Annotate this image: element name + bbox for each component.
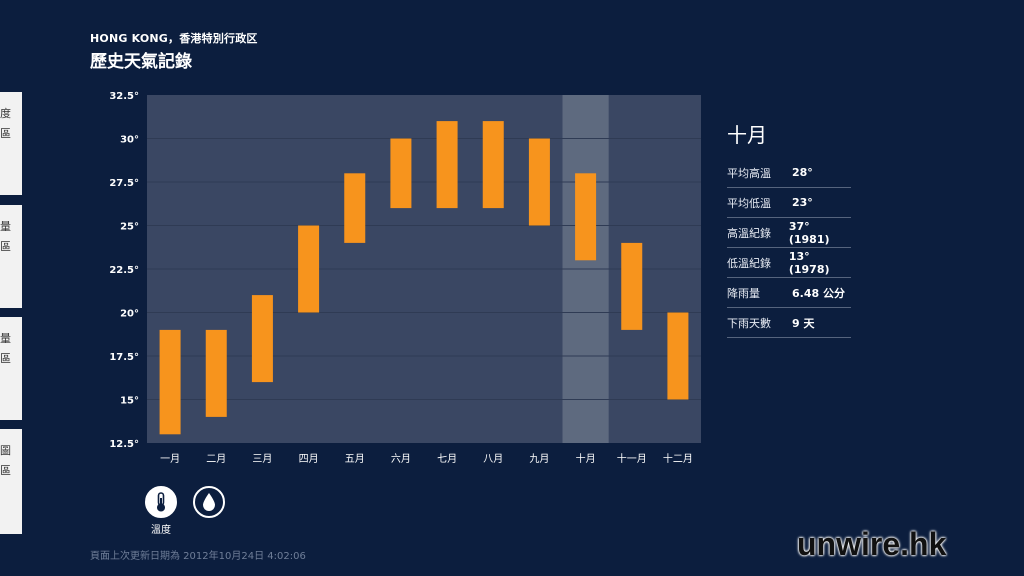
left-tile-3-text-2: 區 bbox=[0, 352, 11, 365]
stat-value: 9 天 bbox=[792, 316, 815, 330]
stat-row-avg-low: 平均低溫 23° bbox=[727, 188, 851, 218]
temperature-range-bar bbox=[205, 329, 227, 417]
watermark-logo: unwire.hk bbox=[797, 526, 947, 562]
x-tick-label: 八月 bbox=[483, 453, 503, 465]
left-tile-3-text-1: 量 bbox=[0, 332, 11, 345]
stat-label: 下雨天數 bbox=[727, 316, 771, 330]
y-tick-label: 12.5° bbox=[109, 439, 139, 450]
stat-value: 6.48 公分 bbox=[792, 286, 845, 300]
y-tick-label: 32.5° bbox=[109, 91, 139, 102]
stat-value: 28° bbox=[792, 166, 813, 179]
temperature-range-bar bbox=[667, 312, 689, 400]
stat-label: 降雨量 bbox=[727, 286, 760, 300]
last-updated-text: 頁面上次更新日期為 2012年10月24日 4:02:06 bbox=[90, 551, 306, 562]
y-tick-label: 30° bbox=[120, 135, 139, 146]
left-tile-3[interactable]: 量 區 bbox=[0, 317, 22, 420]
left-tile-1-text-2: 區 bbox=[0, 127, 11, 140]
detail-month-title: 十月 bbox=[727, 123, 767, 147]
stat-label: 平均低溫 bbox=[727, 196, 771, 210]
location-label: HONG KONG，香港特別行政区 bbox=[90, 32, 258, 45]
x-tick-label: 六月 bbox=[391, 453, 411, 465]
x-tick-label: 二月 bbox=[206, 453, 226, 465]
x-tick-label: 三月 bbox=[252, 453, 272, 465]
stat-label: 平均高溫 bbox=[727, 166, 771, 180]
stat-value: 23° bbox=[792, 196, 813, 209]
thermometer-icon bbox=[157, 492, 165, 512]
left-tile-4-text-1: 圖 bbox=[0, 444, 11, 457]
temperature-range-bar bbox=[344, 173, 366, 243]
x-tick-label: 七月 bbox=[437, 453, 457, 465]
stat-row-rain-days: 下雨天數 9 天 bbox=[727, 308, 851, 338]
left-tile-4[interactable]: 圖 區 bbox=[0, 429, 22, 534]
temperature-range-bar bbox=[528, 138, 550, 226]
y-tick-label: 25° bbox=[120, 222, 139, 233]
x-tick-label: 一月 bbox=[160, 453, 180, 465]
x-tick-label: 十一月 bbox=[617, 452, 647, 465]
raindrop-icon bbox=[203, 493, 215, 511]
left-tile-1[interactable]: 度 區 bbox=[0, 92, 22, 195]
page-title: 歷史天氣記錄 bbox=[90, 52, 192, 72]
x-tick-label: 十二月 bbox=[663, 452, 693, 465]
x-tick-label: 十月 bbox=[576, 452, 596, 465]
temperature-range-bar bbox=[298, 225, 320, 313]
stat-row-record-low: 低溫紀錄 13° (1978) bbox=[727, 248, 851, 278]
left-tile-4-text-2: 區 bbox=[0, 464, 11, 477]
left-tile-2-text-1: 量 bbox=[0, 220, 11, 233]
stat-label: 高溫紀錄 bbox=[727, 226, 771, 240]
temperature-range-bar bbox=[390, 138, 412, 209]
stat-value: 37° (1981) bbox=[788, 219, 830, 246]
stat-row-avg-high: 平均高溫 28° bbox=[727, 158, 851, 188]
x-tick-label: 九月 bbox=[529, 453, 549, 465]
month-detail-panel: 十月 平均高溫 28° 平均低溫 23° 高溫紀錄 37° (1981) 低溫紀… bbox=[727, 119, 851, 338]
stat-row-record-high: 高溫紀錄 37° (1981) bbox=[727, 218, 851, 248]
x-tick-label: 五月 bbox=[345, 453, 365, 465]
temperature-range-bar bbox=[159, 329, 181, 435]
y-tick-label: 17.5° bbox=[109, 352, 139, 363]
y-tick-label: 15° bbox=[120, 396, 139, 407]
left-tile-1-text-1: 度 bbox=[0, 107, 11, 120]
temperature-toggle-button[interactable] bbox=[145, 486, 177, 518]
temperature-range-bar bbox=[575, 173, 597, 261]
stat-value: 13° (1978) bbox=[788, 249, 830, 276]
rainfall-toggle-button[interactable] bbox=[193, 486, 225, 518]
temperature-toggle-label: 溫度 bbox=[151, 525, 171, 536]
y-tick-label: 27.5° bbox=[109, 178, 139, 189]
temperature-range-bar bbox=[251, 295, 273, 383]
x-tick-label: 四月 bbox=[299, 453, 319, 465]
y-tick-label: 22.5° bbox=[109, 265, 139, 276]
stat-row-rainfall: 降雨量 6.48 公分 bbox=[727, 278, 851, 308]
temperature-range-bar bbox=[621, 242, 643, 330]
left-tile-2-text-2: 區 bbox=[0, 240, 11, 253]
y-tick-label: 20° bbox=[120, 309, 139, 320]
temperature-range-bar bbox=[482, 121, 504, 209]
temperature-range-bar bbox=[436, 121, 458, 209]
left-tile-2[interactable]: 量 區 bbox=[0, 205, 22, 308]
stat-label: 低溫紀錄 bbox=[727, 256, 771, 270]
